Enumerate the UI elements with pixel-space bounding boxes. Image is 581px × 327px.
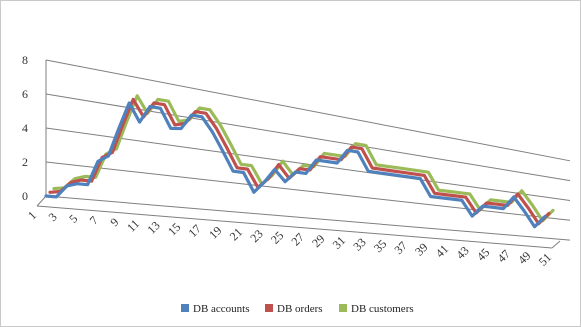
x-tick-label: 23 bbox=[247, 227, 265, 245]
x-tick-label: 1 bbox=[25, 208, 39, 222]
axes bbox=[36, 60, 561, 249]
x-tick-label: 51 bbox=[536, 250, 554, 268]
x-tick-label: 33 bbox=[350, 235, 368, 253]
legend-label: DB accounts bbox=[193, 303, 250, 315]
x-tick-label: 49 bbox=[515, 249, 533, 267]
x-tick-label: 43 bbox=[453, 244, 471, 262]
x-tick-label: 45 bbox=[474, 245, 492, 263]
legend-swatch bbox=[181, 304, 189, 312]
depth-edge-right bbox=[551, 240, 561, 249]
x-axis-line bbox=[36, 205, 553, 249]
x-tick-label: 29 bbox=[309, 232, 327, 250]
x-tick-label: 35 bbox=[371, 237, 389, 255]
series-line-db-customers bbox=[52, 94, 555, 223]
x-tick-label: 39 bbox=[412, 240, 430, 258]
x-tick-label: 25 bbox=[268, 228, 286, 246]
y-tick-label: 4 bbox=[22, 121, 28, 135]
y-axis-ticks: 0 2 4 6 8 bbox=[22, 53, 28, 203]
x-tick-label: 11 bbox=[124, 217, 142, 235]
gridline-0 bbox=[45, 195, 571, 241]
y-tick-label: 6 bbox=[22, 87, 28, 101]
legend-swatch bbox=[339, 304, 347, 312]
x-tick-label: 47 bbox=[495, 247, 513, 265]
x-tick-label: 3 bbox=[46, 210, 60, 224]
x-tick-label: 21 bbox=[227, 225, 245, 243]
x-tick-label: 27 bbox=[289, 230, 307, 248]
x-tick-label: 13 bbox=[144, 218, 162, 236]
gridline-6 bbox=[45, 93, 571, 182]
legend: DB accounts DB orders DB customers bbox=[181, 303, 414, 315]
x-axis-ticks: 1 3 5 7 9 11 13 15 17 19 21 23 25 27 29 31 33 35 37 39 41 43 4… bbox=[25, 208, 554, 268]
x-tick-label: 31 bbox=[330, 233, 348, 251]
gridline-8 bbox=[45, 59, 571, 162]
y-tick-label: 0 bbox=[22, 189, 28, 203]
legend-swatch bbox=[265, 304, 273, 312]
gridline-2 bbox=[45, 161, 571, 221]
x-tick-label: 17 bbox=[186, 222, 204, 240]
x-tick-label: 7 bbox=[87, 213, 101, 227]
x-tick-label: 19 bbox=[206, 223, 224, 241]
y-tick-label: 2 bbox=[22, 155, 28, 169]
series-line-db-accounts bbox=[44, 101, 547, 229]
series-line-db-orders bbox=[48, 97, 551, 226]
x-tick-label: 37 bbox=[392, 238, 410, 256]
gridline-4 bbox=[45, 127, 571, 201]
series-lines bbox=[44, 94, 555, 229]
gridlines bbox=[45, 59, 571, 241]
x-tick-label: 15 bbox=[165, 220, 183, 238]
legend-label: DB orders bbox=[277, 303, 323, 315]
x-tick-label: 9 bbox=[107, 215, 121, 229]
legend-label: DB customers bbox=[351, 303, 414, 315]
depth-edge-left bbox=[36, 195, 47, 207]
x-tick-label: 41 bbox=[433, 242, 451, 260]
y-tick-label: 8 bbox=[22, 53, 28, 67]
x-tick-label: 5 bbox=[66, 212, 80, 226]
